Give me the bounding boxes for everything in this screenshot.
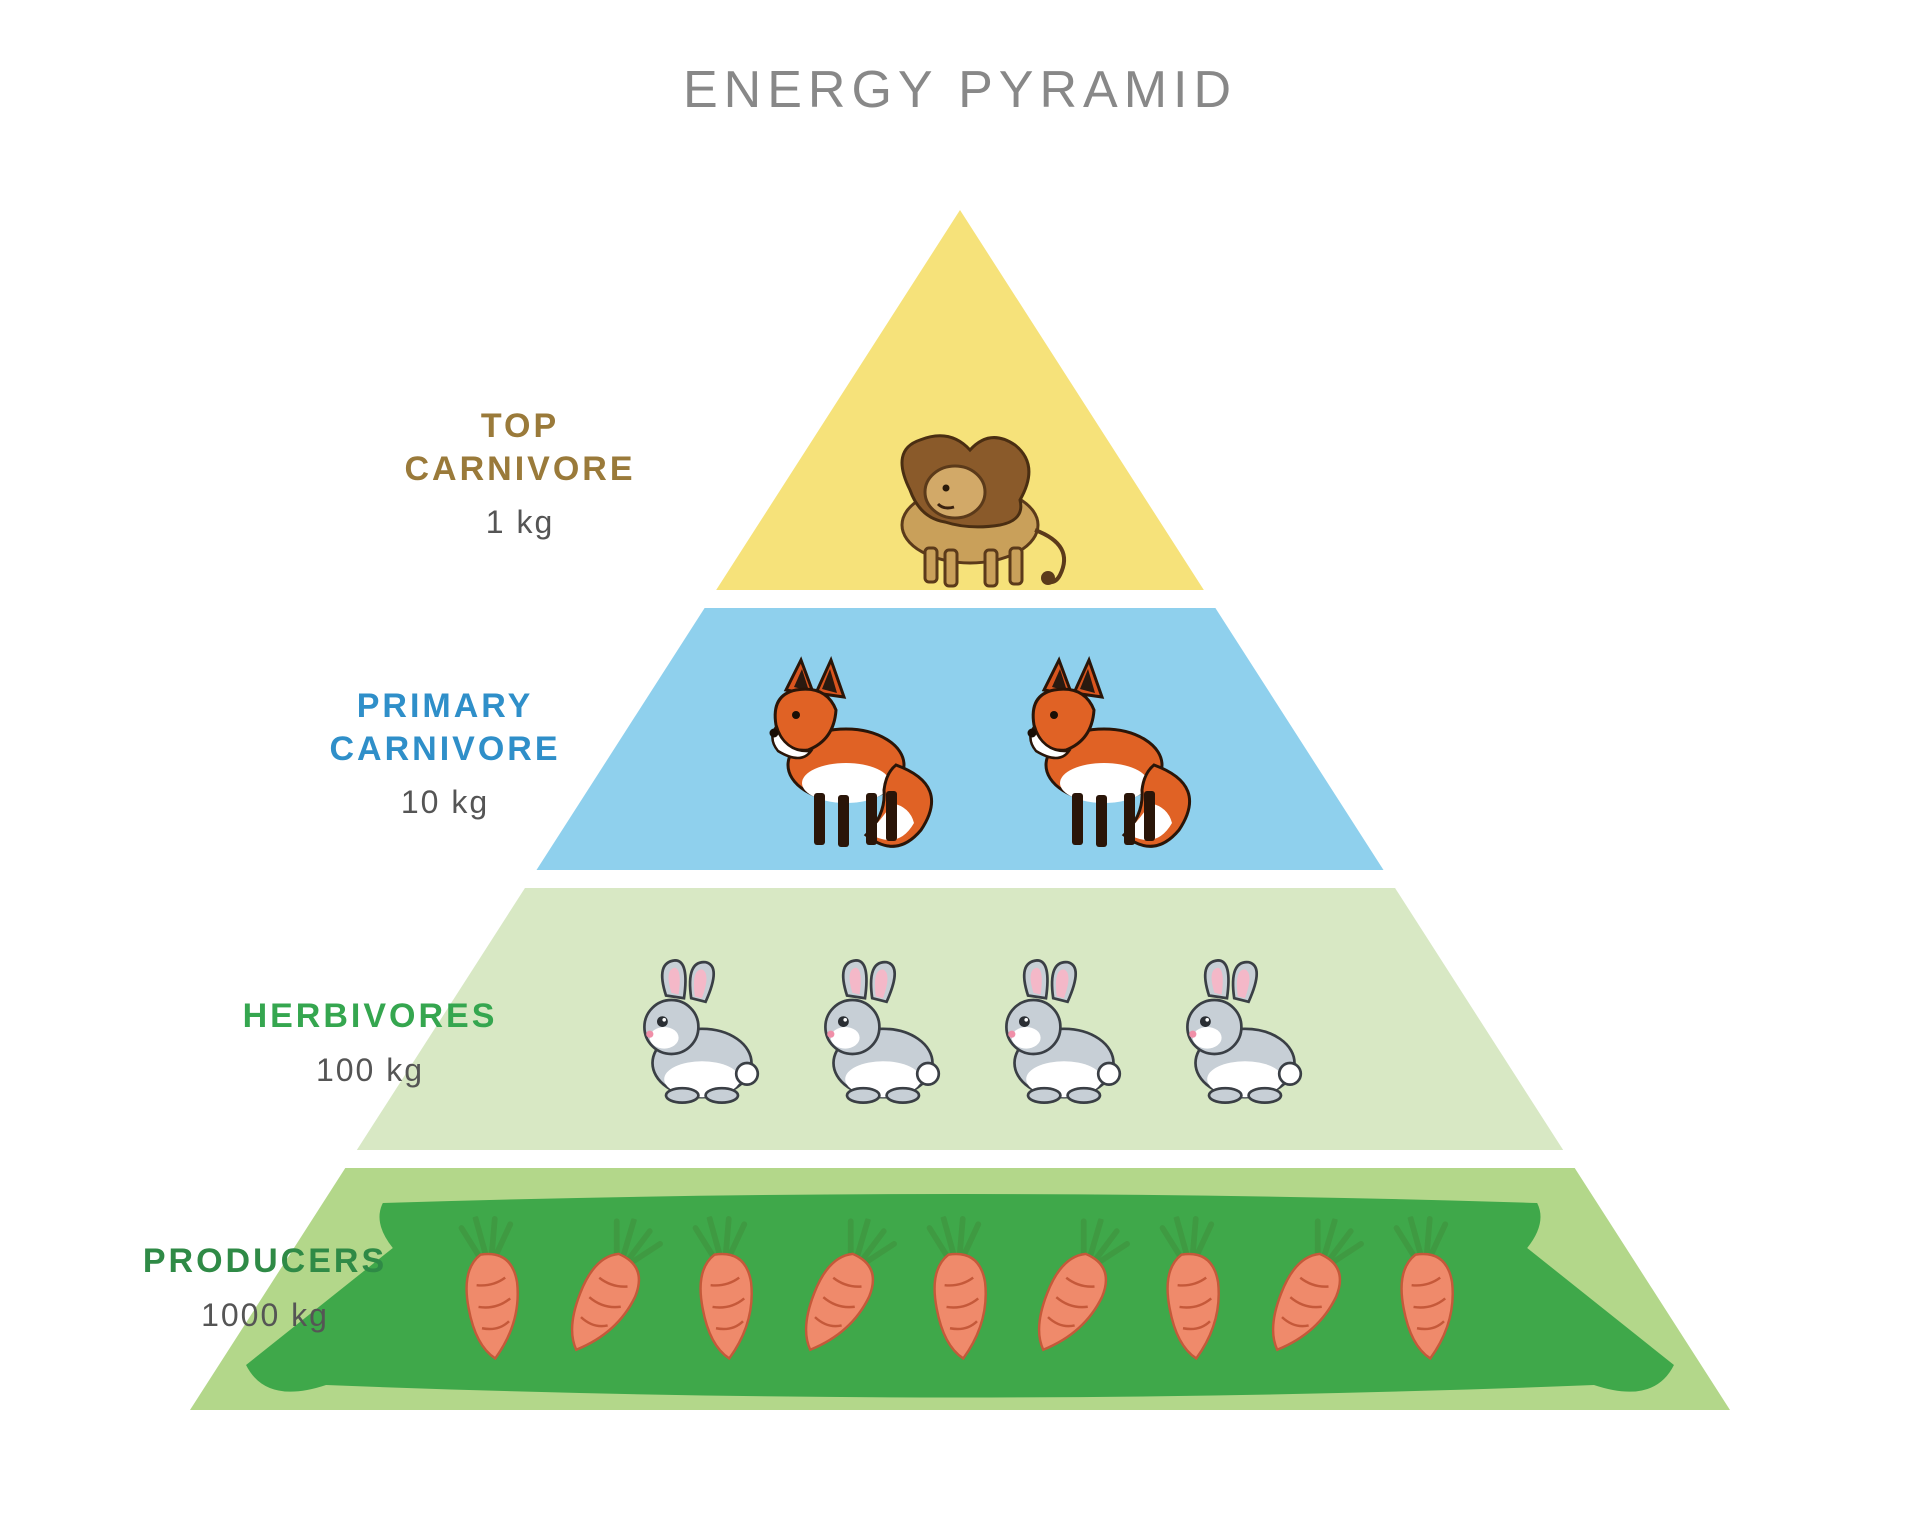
pyramid-stage: TOP CARNIVORE 1 kg PRIMARY CARNIVORE 10 kg H… bbox=[110, 210, 1810, 1440]
rabbit-icon bbox=[793, 955, 946, 1108]
carrot-icon bbox=[537, 1203, 684, 1374]
level-name: PRIMARY CARNIVORE bbox=[305, 685, 585, 770]
organism-row-top-carnivore bbox=[850, 410, 1070, 595]
lion-icon bbox=[850, 410, 1070, 590]
lion-icon bbox=[850, 410, 1070, 595]
fox-icon bbox=[974, 655, 1204, 865]
fox-icon bbox=[974, 655, 1204, 870]
carrot-icon bbox=[1236, 1203, 1384, 1379]
level-name: PRODUCERS bbox=[125, 1240, 405, 1283]
rabbit-icon bbox=[1155, 955, 1308, 1113]
carrot-icon bbox=[1003, 1203, 1151, 1379]
level-weight: 1 kg bbox=[380, 504, 660, 541]
organism-row-herbivores bbox=[612, 955, 1308, 1113]
level-label-primary-carnivore: PRIMARY CARNIVORE 10 kg bbox=[305, 685, 585, 821]
level-label-producers: PRODUCERS 1000 kg bbox=[125, 1240, 405, 1334]
level-name: TOP CARNIVORE bbox=[380, 405, 660, 490]
rabbit-icon bbox=[612, 955, 765, 1113]
level-label-top-carnivore: TOP CARNIVORE 1 kg bbox=[380, 405, 660, 541]
level-weight: 100 kg bbox=[230, 1052, 510, 1089]
level-weight: 1000 kg bbox=[125, 1297, 405, 1334]
rabbit-icon bbox=[793, 955, 946, 1113]
carrot-icon bbox=[1237, 1203, 1384, 1374]
fox-icon bbox=[716, 655, 946, 865]
carrot-icon bbox=[1349, 1201, 1505, 1382]
rabbit-icon bbox=[974, 955, 1127, 1113]
level-name: HERBIVORES bbox=[230, 995, 510, 1038]
carrot-icon bbox=[770, 1203, 917, 1374]
rabbit-icon bbox=[1155, 955, 1308, 1108]
carrot-icon bbox=[769, 1203, 917, 1379]
page-title: ENERGY PYRAMID bbox=[683, 60, 1237, 120]
rabbit-icon bbox=[612, 955, 765, 1108]
organism-row-primary-carnivore bbox=[716, 655, 1204, 870]
level-weight: 10 kg bbox=[305, 784, 585, 821]
fox-icon bbox=[716, 655, 946, 870]
rabbit-icon bbox=[974, 955, 1127, 1108]
organism-row-producers bbox=[435, 1215, 1484, 1368]
level-label-herbivores: HERBIVORES 100 kg bbox=[230, 995, 510, 1089]
carrot-icon bbox=[535, 1203, 683, 1379]
carrot-icon bbox=[1004, 1203, 1151, 1374]
